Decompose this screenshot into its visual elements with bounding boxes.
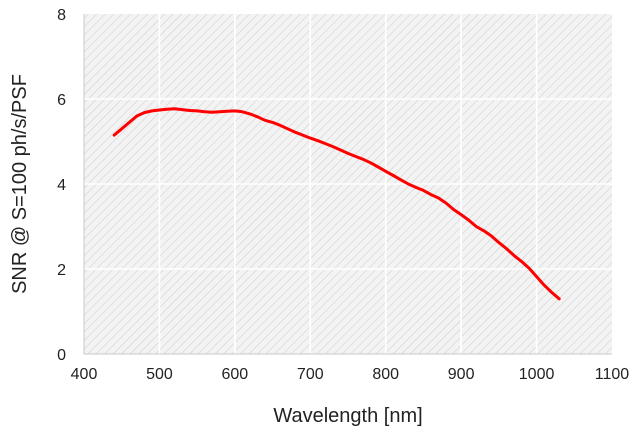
x-tick-label: 600 (222, 366, 249, 383)
x-tick-label: 900 (448, 366, 475, 383)
y-tick-label: 8 (57, 7, 66, 24)
grid-lines (83, 14, 612, 355)
x-tick-label: 800 (372, 366, 399, 383)
x-tick-label: 1000 (519, 366, 555, 383)
y-tick-label: 2 (57, 262, 66, 279)
x-tick-label: 700 (297, 366, 324, 383)
y-axis-title: SNR @ S=100 ph/s/PSF (9, 74, 31, 294)
y-tick-label: 4 (57, 177, 66, 194)
x-tick-label: 400 (71, 366, 98, 383)
x-tick-label: 1100 (595, 366, 630, 383)
y-axis-ticks: 0 2 4 6 8 (57, 7, 66, 364)
y-tick-label: 0 (57, 347, 66, 364)
x-axis-ticks: 400 500 600 700 800 900 1000 1100 (71, 366, 630, 383)
x-tick-label: 500 (146, 366, 173, 383)
y-tick-label: 6 (57, 92, 66, 109)
snr-series-line (112, 107, 561, 301)
x-axis-title: Wavelength [nm] (273, 405, 422, 427)
